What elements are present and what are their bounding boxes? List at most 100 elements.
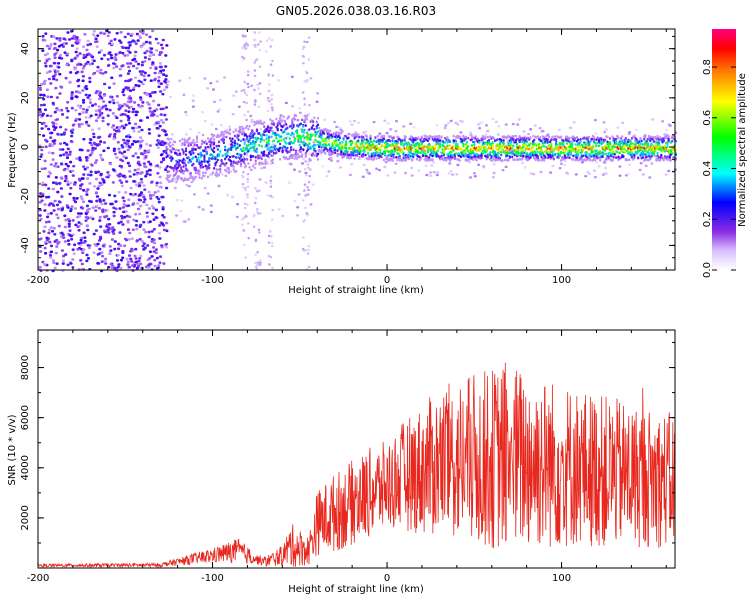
spectrogram-cell xyxy=(572,154,575,158)
spectrogram-cell xyxy=(271,119,274,123)
spectrogram-cell xyxy=(661,120,665,123)
spectrogram-cell xyxy=(604,128,608,131)
spectrogram-cell xyxy=(243,158,246,161)
spectrogram-cell xyxy=(77,212,81,215)
spectrogram-cell xyxy=(160,140,164,144)
spectrogram-cell xyxy=(473,175,477,178)
spectrogram-cell xyxy=(254,59,258,62)
spectrogram-cell xyxy=(159,181,163,185)
spectrogram-cell xyxy=(484,145,487,149)
spectrogram-cell xyxy=(257,212,260,215)
spectrogram-cell xyxy=(161,47,165,50)
spectrogram-cell xyxy=(301,47,305,50)
spectrogram-cell xyxy=(96,69,100,73)
spectrogram-cell xyxy=(128,164,132,168)
spectrogram-cell xyxy=(246,82,250,86)
spectrogram-cell xyxy=(213,138,216,141)
spectrogram-cell xyxy=(102,141,107,144)
spectrogram-cell xyxy=(87,105,91,109)
spectrogram-cell xyxy=(129,99,133,103)
spectrogram-cell xyxy=(94,209,98,212)
spectrogram-cell xyxy=(269,255,273,259)
spectrogram-cell xyxy=(629,148,632,151)
spectrogram-cell xyxy=(99,31,103,35)
spectrogram-cell xyxy=(302,125,305,128)
spectrogram-cell xyxy=(246,137,249,141)
spectrogram-cell xyxy=(149,194,153,198)
spectrogram-cell xyxy=(369,134,372,138)
spectrogram-cell xyxy=(126,263,130,266)
spectrogram-cell xyxy=(94,113,98,116)
spectrogram-cell xyxy=(514,134,517,138)
spectrogram-cell xyxy=(212,88,215,91)
spectrogram-cell xyxy=(80,70,84,74)
spectrogram-cell xyxy=(269,63,273,66)
spectrogram-cell xyxy=(150,240,154,243)
spectrogram-cell xyxy=(78,118,82,121)
spectrogram-cell xyxy=(270,244,274,248)
spectrogram-cell xyxy=(238,125,241,129)
spectrogram-cell xyxy=(236,203,240,206)
spectrogram-cell xyxy=(68,192,72,196)
spectrogram-cell xyxy=(353,146,356,149)
spectrogram-cell xyxy=(73,207,77,210)
spectrogram-cell xyxy=(379,148,382,152)
spectrogram-cell xyxy=(135,126,139,130)
spectrogram-cell xyxy=(346,150,349,154)
spectrogram-cell xyxy=(128,51,132,54)
spectrogram-cell xyxy=(243,113,246,117)
spectrogram-cell xyxy=(443,141,447,144)
spectrogram-cell xyxy=(296,129,299,132)
spectrogram-cell xyxy=(134,60,138,63)
spectrogram-cell xyxy=(440,154,443,158)
spectrogram-cell xyxy=(282,124,285,127)
spectrogram-cell xyxy=(309,77,313,80)
spectrogram-cell xyxy=(170,159,173,162)
spectrogram-cell xyxy=(173,186,177,190)
spectrogram-cell xyxy=(128,170,132,173)
spectrogram-cell xyxy=(206,87,210,90)
spectrogram-cell xyxy=(411,158,414,161)
spectrogram-cell xyxy=(272,123,276,126)
spectrogram-cell xyxy=(321,165,325,168)
spectrogram-cell xyxy=(316,130,320,133)
spectrogram-cell xyxy=(549,171,553,174)
spectrogram-cell xyxy=(224,145,227,149)
spectrogram-cell xyxy=(217,184,221,188)
spectrogram-cell xyxy=(545,134,548,138)
spectrogram-cell xyxy=(209,139,212,142)
spectrogram-cell xyxy=(318,126,321,130)
spectrogram-cell xyxy=(247,162,250,165)
spectrogram-cell xyxy=(99,153,103,157)
spectrogram-cell xyxy=(42,134,46,137)
spectrogram-cell xyxy=(82,45,86,48)
spectrogram-cell xyxy=(49,202,53,205)
spectrogram-cell xyxy=(68,150,72,154)
spectrogram-cell xyxy=(214,127,218,131)
spectrogram-cell xyxy=(640,147,643,151)
spectrogram-cell xyxy=(130,237,134,240)
spectrogram-cell xyxy=(269,45,272,48)
spectrogram-cell xyxy=(76,63,80,66)
spectrogram-cell xyxy=(132,202,136,205)
spectrogram-cell xyxy=(574,173,578,176)
spectrogram-cell xyxy=(76,248,80,251)
spectrogram-cell xyxy=(309,159,312,162)
spectrogram-cell xyxy=(203,77,207,80)
spectrogram-cell xyxy=(132,88,136,91)
spectrogram-cell xyxy=(143,151,147,154)
spectrogram-cell xyxy=(633,156,636,160)
spectrogram-cell xyxy=(253,166,257,170)
spectrogram-cell xyxy=(584,175,588,178)
spectrogram-cell xyxy=(115,65,119,68)
spectrogram-cell xyxy=(373,157,376,161)
spectrogram-cell xyxy=(172,169,175,173)
spectrogram-cell xyxy=(81,111,85,114)
spectrogram-cell xyxy=(182,165,185,168)
spectrogram-cell xyxy=(607,151,610,155)
spectrogram-cell xyxy=(428,137,431,140)
spectrogram-cell xyxy=(159,113,163,116)
spectrogram-cell xyxy=(70,238,74,241)
spectrogram-cell xyxy=(308,168,312,171)
spectrogram-cell xyxy=(439,142,442,145)
